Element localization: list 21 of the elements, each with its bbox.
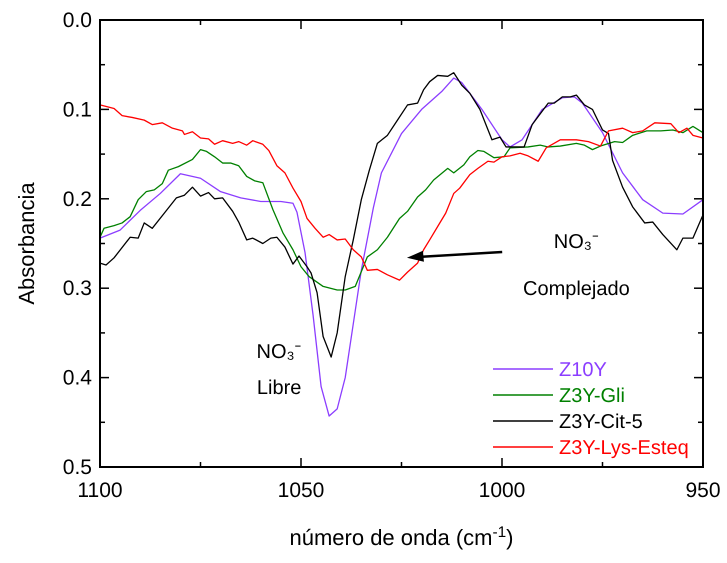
- y-axis-title: Absorbancia: [14, 182, 39, 305]
- y-tick-label: 0.5: [62, 456, 92, 479]
- x-axis-title: número de onda (cm$^{-1}$): [289, 524, 514, 550]
- x-tick-label: 950: [685, 479, 721, 502]
- y-tick-label: 0.2: [62, 188, 92, 211]
- x-tick-label: 1050: [278, 479, 324, 502]
- y-tick-label: 0.3: [62, 277, 92, 300]
- legend-label: Z3Y-Cit-5: [559, 411, 643, 433]
- legend-label: Z10Y: [559, 359, 607, 381]
- annotation: NO₃⁻: [554, 230, 599, 253]
- y-tick-label: 0.4: [62, 366, 92, 390]
- legend-label: Z3Y-Gli: [559, 385, 625, 407]
- y-tick-label: 0.1: [62, 98, 92, 122]
- y-tick-label: 0.0: [62, 9, 92, 32]
- x-tick-label: 1100: [77, 479, 123, 502]
- annotation: Complejado: [523, 278, 630, 300]
- annotation: Libre: [256, 377, 302, 400]
- line-series: [99, 104, 704, 281]
- legend-label: Z3Y-Lys-Esteq: [559, 437, 689, 459]
- x-tick-label: 1000: [478, 479, 526, 502]
- annotation: NO₃⁻: [256, 341, 302, 364]
